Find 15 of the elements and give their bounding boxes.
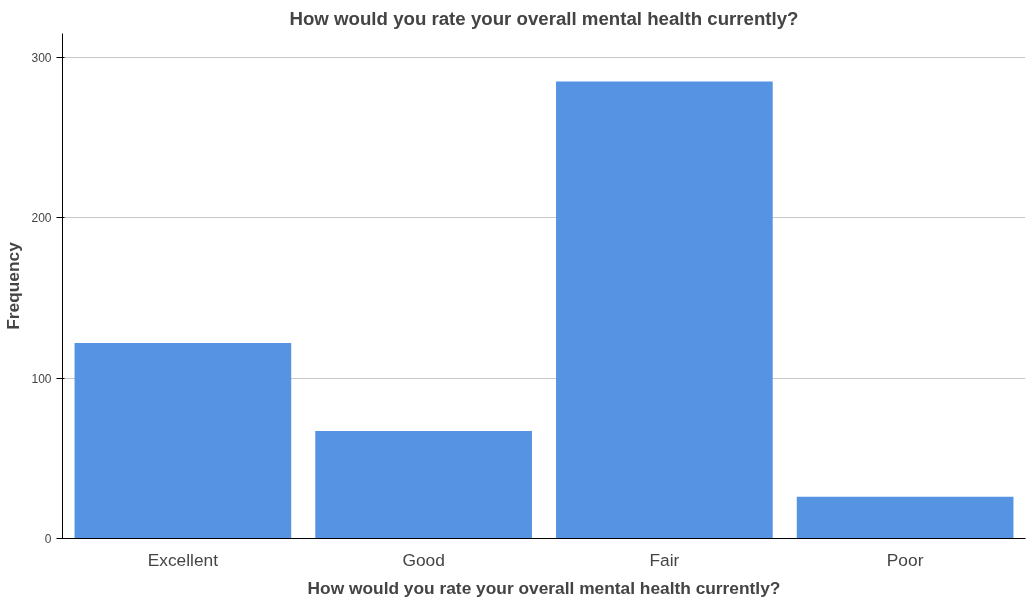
x-axis-title: How would you rate your overall mental health currently? (307, 577, 781, 598)
bar (556, 81, 773, 539)
x-tick-label: Good (402, 549, 445, 570)
y-tick-label: 0 (44, 532, 52, 546)
chart-title: How would you rate your overall mental health currently? (289, 7, 799, 29)
y-tick-label: 200 (31, 211, 52, 226)
y-axis-title: Frequency (3, 241, 24, 330)
x-tick-label: Poor (886, 549, 924, 570)
bar (74, 342, 292, 539)
y-tick-label: 300 (31, 51, 52, 66)
y-tick-label: 100 (31, 371, 52, 386)
x-tick-label: Fair (649, 549, 680, 570)
bar (796, 496, 1014, 539)
x-tick-label: Excellent (147, 549, 219, 570)
bar (315, 431, 532, 539)
